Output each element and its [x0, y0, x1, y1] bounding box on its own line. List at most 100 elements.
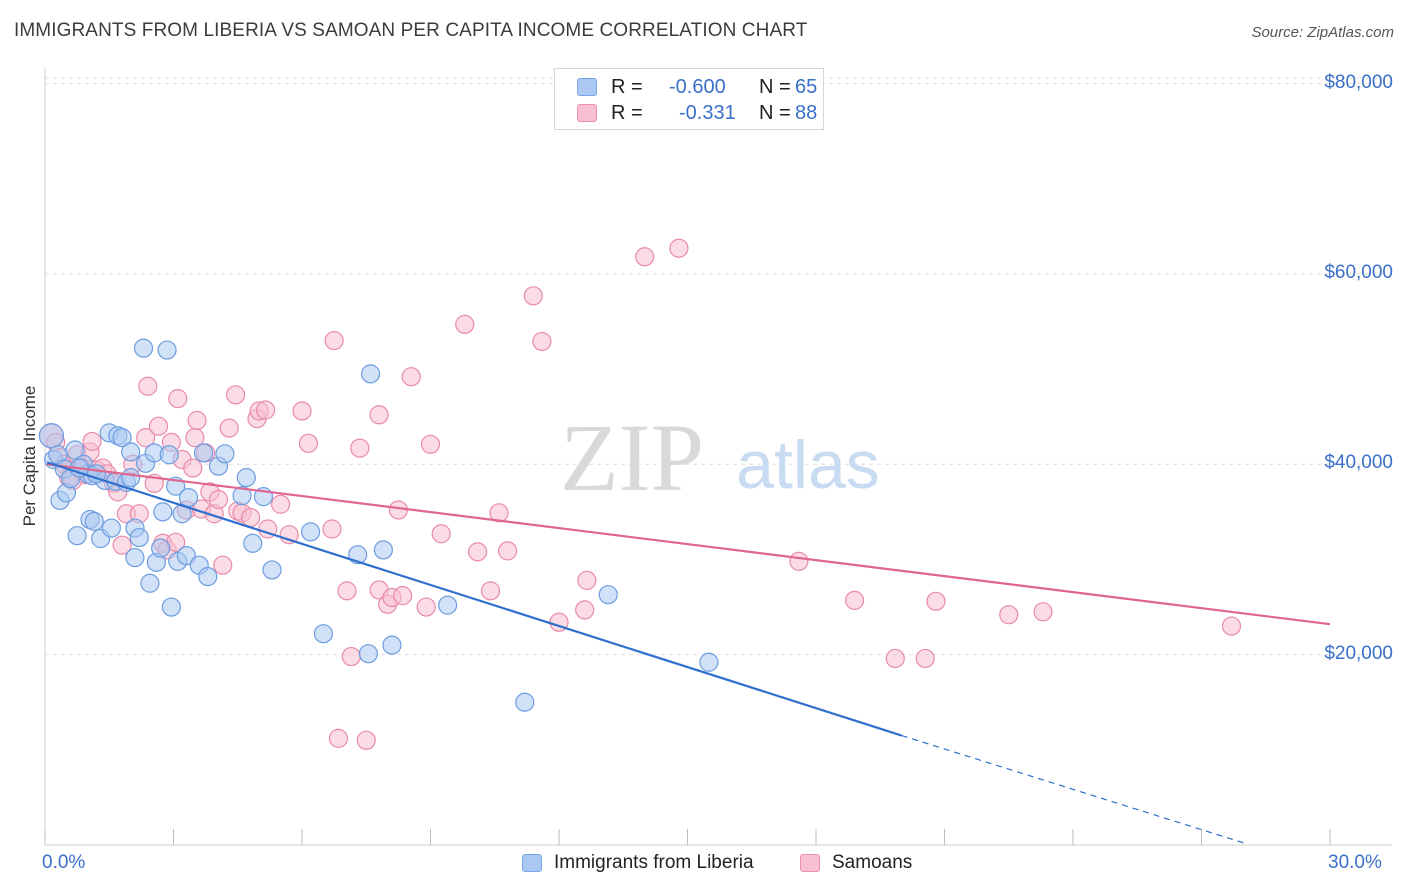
- x-tick-label-min: 0.0%: [42, 852, 86, 873]
- samoan-point: [148, 416, 169, 436]
- liberia-point: [112, 428, 132, 448]
- legend-r-value-liberia: -0.600: [669, 76, 726, 98]
- samoan-point: [926, 591, 946, 611]
- liberia-point: [178, 487, 199, 508]
- legend-r-label: R =: [611, 76, 643, 98]
- bottom-legend-label-samoan: Samoans: [832, 852, 913, 873]
- liberia-point: [360, 364, 381, 384]
- liberia-point: [67, 526, 87, 546]
- liberia-point: [193, 443, 214, 463]
- liberia-point: [699, 652, 719, 672]
- samoan-point: [489, 503, 509, 523]
- liberia-points: [38, 338, 719, 712]
- samoan-point: [219, 418, 239, 438]
- samoan-point: [468, 542, 488, 562]
- samoan-point: [431, 524, 451, 544]
- samoan-trend-line: [47, 463, 1331, 626]
- gridlines: [45, 77, 1392, 656]
- samoan-point: [789, 551, 809, 571]
- samoan-point: [455, 314, 475, 334]
- liberia-point: [262, 560, 282, 580]
- samoan-point: [635, 247, 655, 267]
- samoan-point: [393, 586, 413, 606]
- samoan-point: [341, 646, 361, 667]
- samoan-point: [337, 581, 357, 601]
- chart-title: IMMIGRANTS FROM LIBERIA VS SAMOAN PER CA…: [14, 20, 808, 41]
- liberia-point: [373, 540, 393, 560]
- liberia-point: [243, 533, 263, 553]
- samoan-point: [324, 330, 344, 351]
- correlation-legend: R = -0.600 N = 65 R = -0.331 N = 88: [554, 68, 824, 130]
- liberia-point: [65, 440, 85, 460]
- samoan-point: [420, 434, 441, 454]
- legend-n-value-samoan: 88: [795, 102, 818, 124]
- x-tick-label-max: 30.0%: [1328, 852, 1382, 873]
- source-credit: Source: ZipAtlas.com: [1251, 24, 1394, 41]
- samoan-point: [136, 428, 156, 448]
- liberia-point: [176, 546, 196, 566]
- samoan-point: [401, 367, 421, 387]
- samoan-point: [356, 730, 376, 750]
- watermark: ZIP atlas: [560, 404, 880, 511]
- samoan-point: [915, 648, 935, 669]
- samoan-point: [187, 410, 207, 431]
- liberia-point: [140, 573, 160, 593]
- samoan-point: [112, 535, 132, 555]
- legend-n-label: N =: [759, 102, 791, 124]
- liberia-point: [129, 527, 149, 548]
- samoan-point: [999, 605, 1019, 625]
- liberia-point: [598, 585, 618, 605]
- samoan-point: [669, 238, 689, 258]
- samoan-point: [388, 500, 408, 520]
- legend-swatch-samoan: [577, 104, 597, 122]
- legend-n-label: N =: [759, 76, 791, 98]
- samoan-point: [292, 401, 312, 421]
- liberia-trend-line: [46, 461, 903, 737]
- liberia-point: [215, 444, 235, 464]
- samoan-point: [350, 438, 370, 458]
- watermark-zip: ZIP: [560, 404, 704, 511]
- trend-lines: [46, 461, 1331, 844]
- samoan-point: [1033, 602, 1053, 622]
- legend-r-label: R =: [611, 102, 643, 124]
- samoan-point: [322, 519, 342, 539]
- bottom-legend-label-liberia: Immigrants from Liberia: [554, 852, 754, 873]
- watermark-atlas: atlas: [736, 427, 880, 503]
- liberia-point: [133, 338, 154, 358]
- liberia-point: [358, 644, 378, 664]
- bottom-legend-swatch-samoan: [800, 854, 820, 872]
- liberia-point: [121, 468, 141, 488]
- liberia-point: [121, 442, 141, 462]
- liberia-point: [153, 502, 173, 522]
- samoan-point: [416, 597, 436, 617]
- samoan-point: [208, 489, 229, 510]
- bottom-legend-swatch-liberia: [522, 854, 542, 872]
- liberia-point: [313, 624, 334, 644]
- samoan-point: [1221, 616, 1242, 636]
- samoan-point: [270, 494, 291, 514]
- liberia-point: [161, 597, 181, 617]
- liberia-point: [38, 423, 65, 449]
- liberia-point: [84, 511, 104, 531]
- liberia-point: [125, 547, 145, 568]
- samoan-point: [138, 376, 158, 396]
- y-tick-label: $60,000: [1324, 261, 1393, 283]
- liberia-point: [232, 486, 252, 506]
- liberia-point: [236, 468, 256, 488]
- samoan-point: [82, 431, 102, 452]
- samoan-point: [575, 600, 595, 620]
- samoan-point: [241, 507, 261, 528]
- samoan-point: [226, 385, 246, 405]
- samoan-point: [213, 555, 233, 575]
- liberia-point: [300, 522, 321, 542]
- liberia-point: [382, 635, 402, 655]
- samoan-point: [844, 590, 865, 610]
- y-tick-label: $80,000: [1324, 71, 1393, 93]
- samoan-point: [532, 331, 552, 352]
- axes: [44, 68, 1392, 846]
- samoan-point: [183, 458, 203, 478]
- legend-r-value-samoan: -0.331: [679, 102, 736, 124]
- legend-n-value-liberia: 65: [795, 76, 818, 98]
- liberia-point: [438, 595, 458, 615]
- samoan-point: [168, 389, 188, 409]
